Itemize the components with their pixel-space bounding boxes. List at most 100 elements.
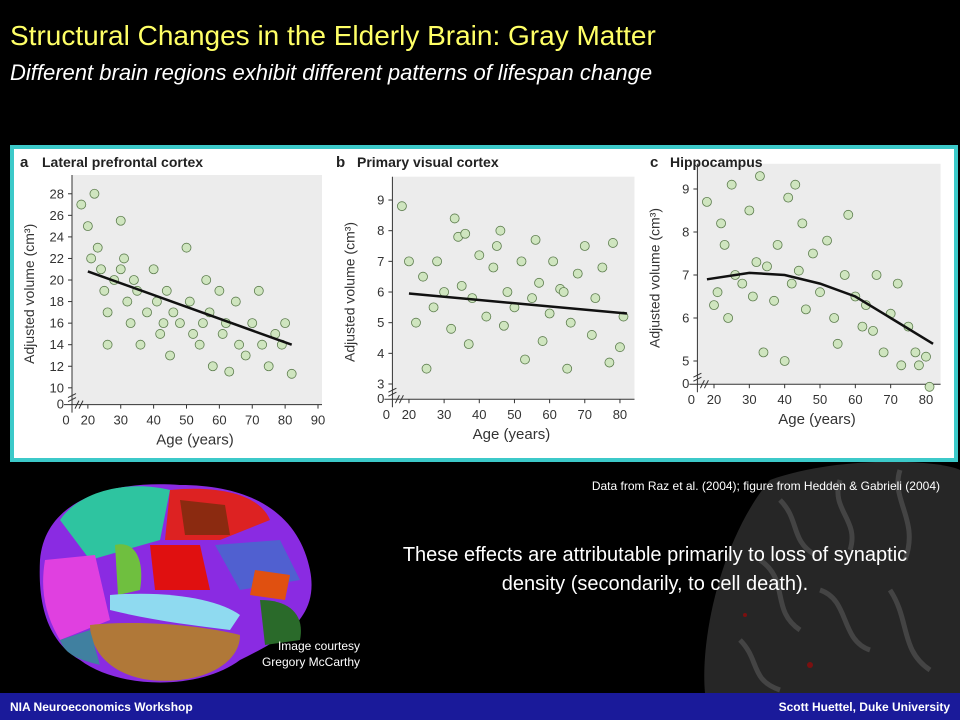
- data-point: [747, 291, 758, 302]
- y-tick-label: 6: [377, 285, 384, 300]
- y-tick-label: 3: [377, 377, 384, 392]
- panel-label: c: [650, 154, 658, 171]
- data-point: [184, 296, 195, 307]
- data-point: [460, 228, 471, 239]
- x-tick-label: 50: [179, 413, 193, 428]
- data-point: [418, 271, 428, 282]
- data-point: [404, 256, 414, 267]
- x-tick-label: 50: [813, 392, 827, 407]
- parcellated-brain-image: [39, 484, 312, 683]
- y-break-tick-label: 0: [377, 391, 384, 406]
- data-point: [719, 239, 730, 250]
- source-note: Data from Raz et al. (2004); figure from…: [591, 479, 940, 493]
- y-tick-label: 16: [50, 316, 64, 331]
- data-point: [214, 285, 225, 296]
- footer-left: NIA Neuroeconomics Workshop: [10, 700, 193, 714]
- data-point: [892, 278, 903, 289]
- slide-title: Structural Changes in the Elderly Brain:…: [10, 20, 656, 51]
- data-point: [86, 253, 97, 264]
- data-point: [562, 363, 573, 374]
- y-tick-label: 28: [50, 186, 64, 201]
- y-tick-label: 20: [50, 273, 64, 288]
- data-point: [615, 342, 625, 353]
- data-point: [790, 179, 801, 190]
- y-tick-label: 7: [682, 268, 689, 283]
- data-point: [247, 318, 258, 329]
- x-break-tick-label: 0: [688, 392, 695, 407]
- data-point: [188, 329, 198, 339]
- data-point: [168, 307, 179, 318]
- dark-brain-image: [704, 461, 960, 693]
- data-point: [240, 350, 251, 361]
- x-axis-label: Age (years): [473, 426, 551, 443]
- data-point: [82, 221, 93, 232]
- data-point: [815, 287, 825, 298]
- data-point: [76, 199, 87, 210]
- data-point: [217, 329, 228, 339]
- data-point: [161, 285, 172, 296]
- data-point: [428, 302, 439, 313]
- data-point: [230, 296, 241, 307]
- data-point: [234, 339, 244, 350]
- x-tick-label: 40: [472, 407, 486, 422]
- data-point: [495, 225, 506, 236]
- data-point: [96, 264, 106, 275]
- data-point: [839, 270, 850, 280]
- y-break-tick-label: 0: [682, 376, 689, 391]
- data-point: [755, 171, 765, 182]
- x-tick-label: 90: [311, 413, 325, 428]
- data-point: [165, 350, 175, 361]
- slide-subtitle: Different brain regions exhibit differen…: [10, 60, 653, 85]
- data-point: [432, 256, 442, 267]
- data-point: [762, 261, 772, 272]
- data-point: [868, 325, 878, 336]
- y-tick-label: 8: [377, 223, 384, 238]
- plot-background: [392, 176, 635, 400]
- y-tick-label: 5: [682, 354, 689, 369]
- y-axis-label: Adjusted volume (cm³): [341, 222, 357, 362]
- data-point: [257, 339, 268, 350]
- data-point: [516, 256, 527, 267]
- data-point: [878, 347, 889, 358]
- data-point: [565, 317, 576, 328]
- y-tick-label: 22: [50, 251, 64, 266]
- data-point: [769, 295, 779, 306]
- panel-title: Hippocampus: [670, 154, 763, 170]
- data-point: [491, 241, 502, 251]
- data-point: [397, 201, 407, 212]
- data-point: [726, 179, 737, 190]
- data-point: [99, 285, 110, 296]
- data-point: [527, 293, 537, 304]
- data-point: [783, 192, 794, 203]
- data-point: [456, 280, 467, 291]
- data-point: [122, 296, 133, 307]
- data-point: [924, 381, 935, 392]
- data-point: [142, 307, 152, 318]
- data-point: [411, 317, 421, 328]
- data-point: [446, 323, 457, 334]
- data-point: [604, 357, 615, 368]
- data-point: [115, 215, 126, 226]
- y-tick-label: 8: [682, 225, 689, 240]
- y-break-tick-label: 0: [57, 397, 64, 412]
- data-point: [119, 253, 129, 264]
- data-point: [709, 300, 719, 311]
- data-point: [832, 338, 843, 349]
- panel-title: Primary visual cortex: [357, 154, 499, 170]
- data-point: [921, 351, 931, 362]
- data-point: [463, 339, 474, 350]
- data-point: [89, 188, 100, 199]
- data-point: [758, 347, 769, 358]
- data-point: [175, 318, 185, 329]
- y-tick-label: 14: [50, 337, 64, 352]
- data-point: [125, 318, 136, 329]
- x-axis-label: Age (years): [156, 432, 234, 449]
- x-break-tick-label: 0: [383, 407, 390, 422]
- y-tick-label: 9: [377, 193, 384, 208]
- y-axis-label: Adjusted volume (cm³): [646, 208, 662, 348]
- data-point: [194, 339, 205, 350]
- data-point: [263, 361, 274, 372]
- data-point: [474, 250, 485, 261]
- data-point: [253, 285, 264, 296]
